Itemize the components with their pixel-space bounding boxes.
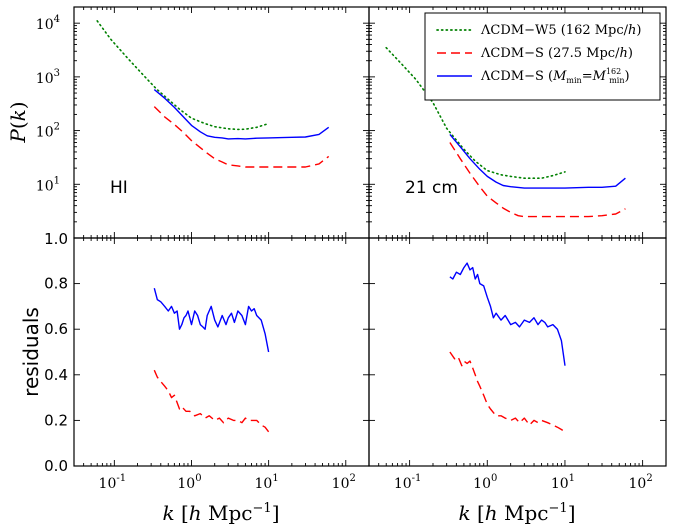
y-tick-label: 0.4 bbox=[44, 366, 68, 384]
series-line-smin-top-right bbox=[449, 133, 626, 189]
series-line-smin-bottom-left bbox=[153, 288, 270, 353]
axis-ticks bbox=[73, 6, 667, 467]
panel-annotation-top-left: HI bbox=[110, 178, 128, 198]
y-tick-label: 0.2 bbox=[44, 411, 68, 429]
x-tick-label: 10-1 bbox=[394, 473, 422, 492]
y-tick-label: 0.8 bbox=[44, 275, 68, 293]
x-tick-label: 100 bbox=[177, 473, 201, 492]
legend-box bbox=[424, 12, 661, 101]
series-line-s-bottom-left bbox=[153, 369, 270, 433]
y-tick-label: 1.0 bbox=[44, 230, 68, 248]
legend: ΛCDM−W5 (162 Mpc/h) ΛCDM−S (27.5 Mpc/h) ΛC… bbox=[424, 12, 661, 101]
series-line-s-top-left bbox=[153, 106, 330, 168]
x-tick-label: 10-1 bbox=[99, 473, 127, 492]
x-tick-label: 102 bbox=[332, 473, 356, 492]
y-tick-label: 0.0 bbox=[44, 457, 68, 475]
y-tick-label: 102 bbox=[36, 122, 60, 141]
x-axis-label-left: k [h Mpc−1] bbox=[162, 501, 279, 525]
legend-label-smin: ΛCDM−S (Mmin=M162 min) bbox=[480, 67, 630, 85]
series-line-w5-top-right bbox=[385, 46, 566, 179]
legend-label-s: ΛCDM−S (27.5 Mpc/h) bbox=[480, 46, 633, 61]
panel-frame-bottom-left bbox=[73, 237, 370, 467]
y-tick-label: 104 bbox=[36, 14, 60, 33]
y-tick-label: 101 bbox=[36, 175, 60, 194]
panel-frame-bottom-right bbox=[368, 237, 667, 467]
legend-label-w5: ΛCDM−W5 (162 Mpc/h) bbox=[480, 23, 642, 38]
x-tick-label: 101 bbox=[255, 473, 279, 492]
panel-annotation-top-right: 21 cm bbox=[405, 178, 458, 198]
x-tick-label: 100 bbox=[473, 473, 497, 492]
x-tick-label: 101 bbox=[551, 473, 575, 492]
y-axis-label-bottom: residuals bbox=[19, 307, 43, 397]
series-line-smin-bottom-right bbox=[449, 262, 566, 366]
series-line-w5-top-left bbox=[96, 20, 270, 131]
panel-frame-top-left bbox=[73, 6, 370, 239]
series-line-s-top-right bbox=[449, 142, 626, 218]
y-tick-label: 103 bbox=[36, 68, 60, 87]
series-line-s-bottom-right bbox=[449, 351, 566, 433]
y-tick-label: 0.6 bbox=[44, 320, 68, 338]
x-axis-label-right: k [h Mpc−1] bbox=[458, 501, 575, 525]
series-line-smin-top-left bbox=[153, 89, 330, 140]
y-axis-label-top: P(k) bbox=[6, 101, 30, 143]
x-tick-label: 102 bbox=[629, 473, 653, 492]
